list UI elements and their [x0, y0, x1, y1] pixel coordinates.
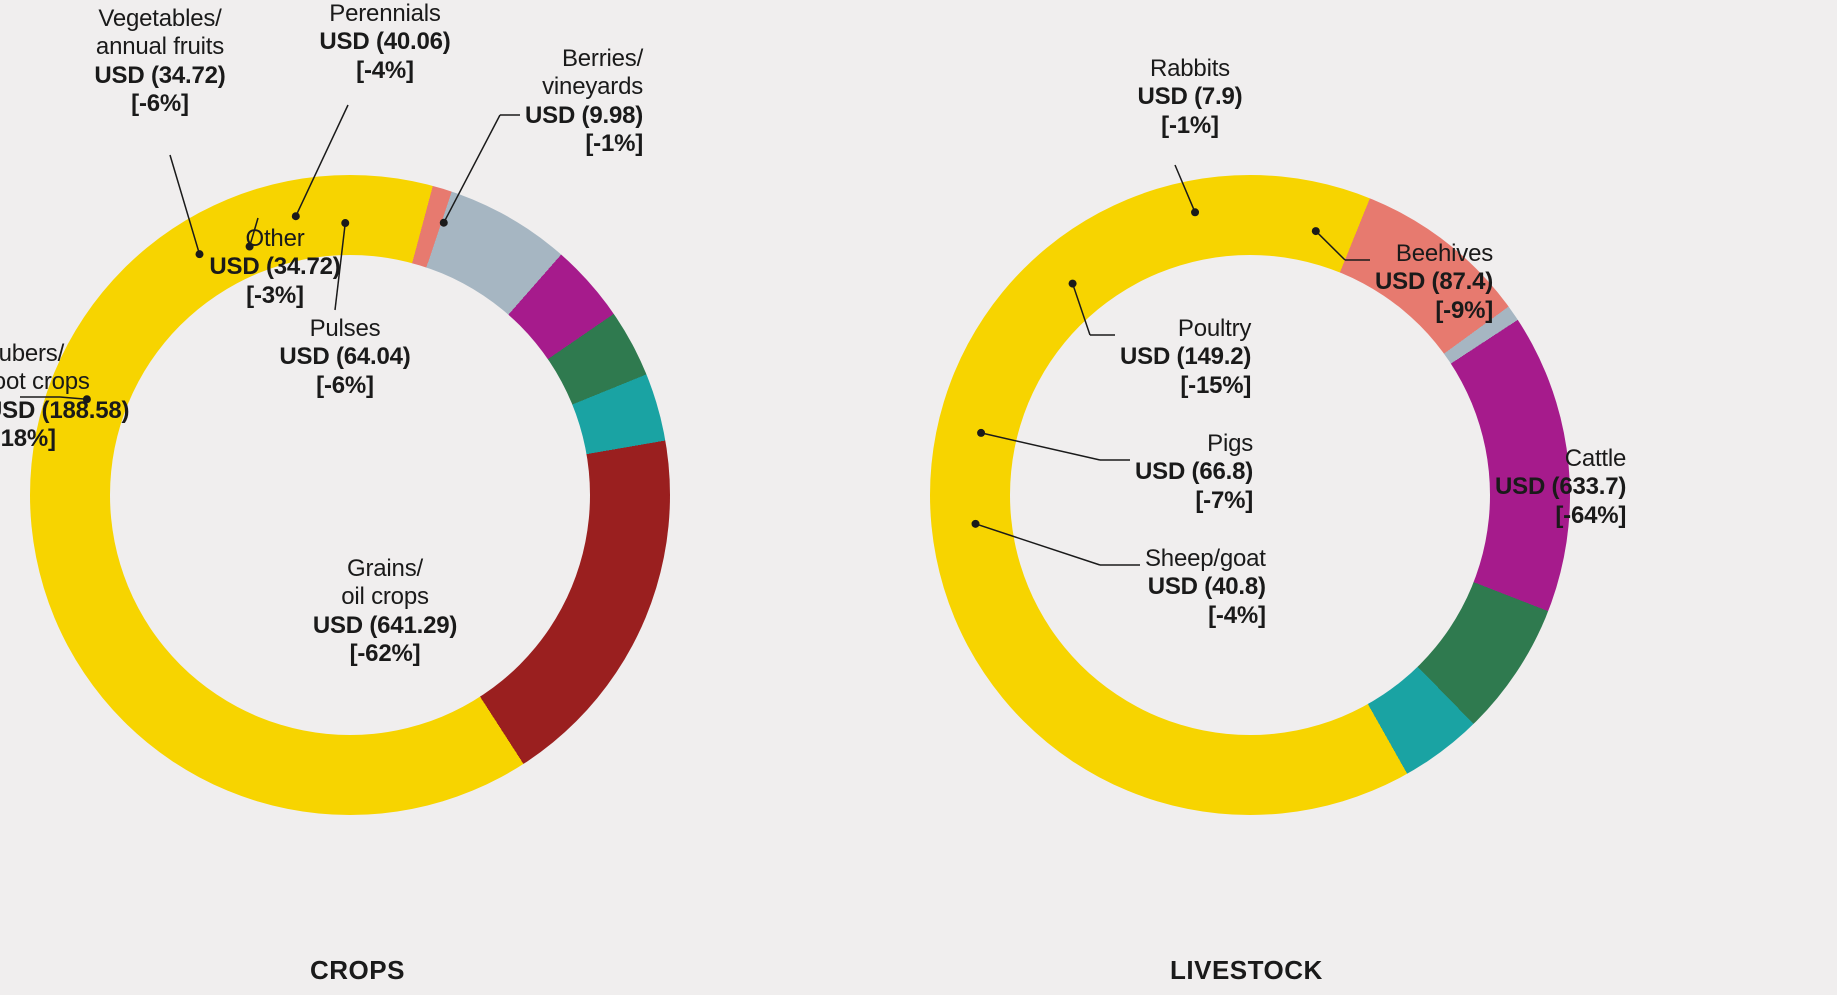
slice-pct: [-6%]: [60, 90, 260, 118]
slice-usd: USD (34.72): [60, 62, 260, 90]
crops-label-5: Tubers/root cropsUSD (188.58)[-18%]: [0, 340, 165, 453]
slice-pct: [-18%]: [0, 425, 165, 453]
slice-usd: USD (7.9): [1090, 83, 1290, 111]
slice-name: Beehives: [1375, 240, 1493, 268]
slice-name: Pulses: [245, 315, 445, 343]
slice-pct: [-62%]: [285, 640, 485, 668]
livestock-label-0: BeehivesUSD (87.4)[-9%]: [1375, 240, 1493, 325]
crops-label-0: Berries/vineyardsUSD (9.98)[-1%]: [525, 45, 643, 158]
slice-pct: [-9%]: [1375, 297, 1493, 325]
slice-pct: [-6%]: [245, 372, 445, 400]
slice-pct: [-4%]: [285, 57, 485, 85]
slice-usd: USD (64.04): [245, 343, 445, 371]
slice-name: Poultry: [1120, 315, 1251, 343]
slice-usd: USD (40.8): [1145, 573, 1266, 601]
slice-name: Pigs: [1135, 430, 1253, 458]
slice-usd: USD (9.98): [525, 102, 643, 130]
crops-label-4: Vegetables/annual fruitsUSD (34.72)[-6%]: [60, 5, 260, 118]
slice-usd: USD (188.58): [0, 397, 165, 425]
slice-pct: [-1%]: [1090, 112, 1290, 140]
slice-name: Berries/vineyards: [525, 45, 643, 102]
crops-title: CROPS: [310, 955, 405, 986]
slice-name: Sheep/goat: [1145, 545, 1266, 573]
slice-name: Perennials: [285, 0, 485, 28]
slice-pct: [-3%]: [175, 282, 375, 310]
slice-usd: USD (40.06): [285, 28, 485, 56]
slice-usd: USD (66.8): [1135, 458, 1253, 486]
slice-usd: USD (633.7): [1495, 473, 1626, 501]
slice-pct: [-64%]: [1495, 502, 1626, 530]
livestock-label-4: Sheep/goatUSD (40.8)[-4%]: [1145, 545, 1266, 630]
livestock-label-2: PoultryUSD (149.2)[-15%]: [1120, 315, 1251, 400]
crops-label-6: Grains/oil cropsUSD (641.29)[-62%]: [285, 555, 485, 668]
slice-usd: USD (641.29): [285, 612, 485, 640]
crops-label-2: PerennialsUSD (40.06)[-4%]: [285, 0, 485, 85]
slice-name: Tubers/root crops: [0, 340, 165, 397]
slice-usd: USD (87.4): [1375, 268, 1493, 296]
chart-stage: CROPSBerries/vineyardsUSD (9.98)[-1%]Pul…: [0, 0, 1837, 995]
crops-label-3: OtherUSD (34.72)[-3%]: [175, 225, 375, 310]
slice-name: Vegetables/annual fruits: [60, 5, 260, 62]
slice-pct: [-4%]: [1145, 602, 1266, 630]
slice-pct: [-1%]: [525, 130, 643, 158]
slice-name: Other: [175, 225, 375, 253]
slice-usd: USD (34.72): [175, 253, 375, 281]
livestock-label-3: PigsUSD (66.8)[-7%]: [1135, 430, 1253, 515]
livestock-title: LIVESTOCK: [1170, 955, 1323, 986]
livestock-label-5: CattleUSD (633.7)[-64%]: [1495, 445, 1626, 530]
crops-label-1: PulsesUSD (64.04)[-6%]: [245, 315, 445, 400]
slice-pct: [-7%]: [1135, 487, 1253, 515]
slice-usd: USD (149.2): [1120, 343, 1251, 371]
slice-name: Rabbits: [1090, 55, 1290, 83]
livestock-label-1: RabbitsUSD (7.9)[-1%]: [1090, 55, 1290, 140]
slice-name: Grains/oil crops: [285, 555, 485, 612]
slice-name: Cattle: [1495, 445, 1626, 473]
slice-pct: [-15%]: [1120, 372, 1251, 400]
